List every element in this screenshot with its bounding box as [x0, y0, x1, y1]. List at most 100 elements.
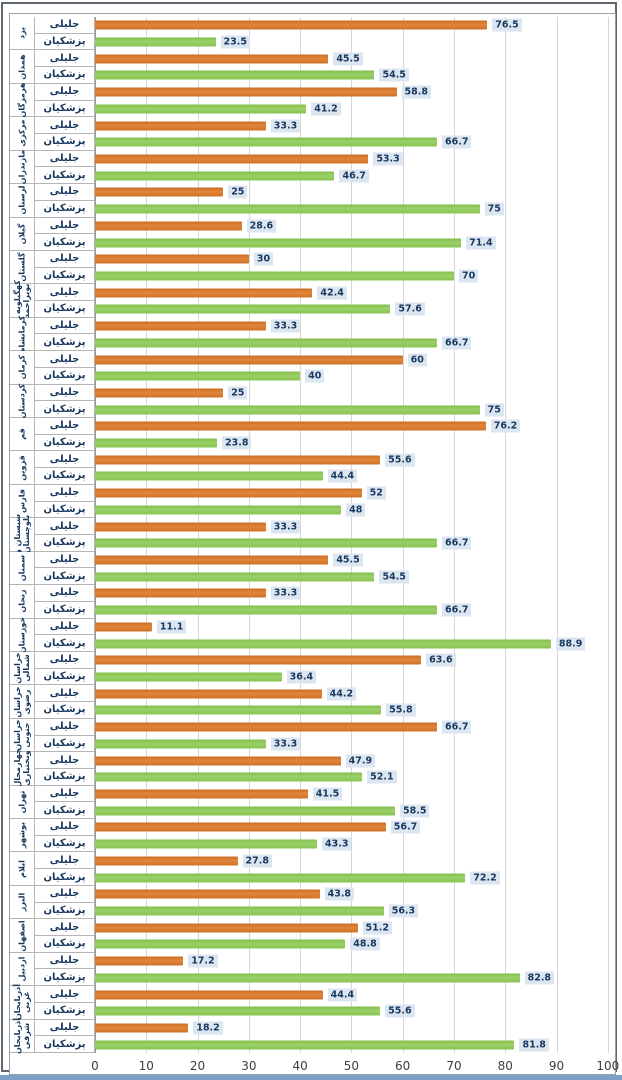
province-cell: کردستان — [10, 383, 35, 418]
candidate-label-jalili: جلیلی — [35, 250, 95, 268]
province-group: خراسان جنوبی جلیلی 66.7 پزشکیان 33.3 — [10, 718, 615, 753]
bar-row-pezeshkian: پزشکیان 46.7 — [10, 167, 615, 185]
candidate-label-pezeshkian: پزشکیان — [35, 200, 95, 218]
bar-value-label: 33.3 — [270, 737, 301, 751]
x-axis-tick-label: 40 — [292, 1059, 308, 1073]
bar-row-pezeshkian: پزشکیان 66.7 — [10, 534, 615, 552]
bar-pezeshkian — [95, 238, 462, 248]
province-group: سیستان و بلوچستان جلیلی 33.3 پزشکیان 66.7 — [10, 514, 615, 555]
gridline — [402, 17, 404, 1053]
candidate-label-pezeshkian: پزشکیان — [35, 334, 95, 352]
bar-value-label: 36.4 — [286, 670, 317, 684]
bar-area: 25 — [95, 184, 615, 201]
candidate-label-jalili: جلیلی — [35, 919, 95, 937]
candidate-label-pezeshkian: پزشکیان — [35, 301, 95, 318]
bar-value-label: 66.7 — [442, 336, 472, 350]
x-axis-tick-label: 20 — [189, 1059, 206, 1073]
bar-pezeshkian — [95, 405, 480, 415]
bar-pezeshkian — [95, 70, 375, 80]
province-group: هرمزگان جلیلی 58.8 پزشکیان 41.2 — [10, 83, 615, 118]
province-cell: زنجان — [10, 585, 35, 619]
bar-row-jalili: جلیلی 30 — [10, 250, 615, 268]
bar-row-jalili: جلیلی 41.5 — [10, 785, 615, 803]
province-cell: کرمان — [10, 351, 35, 385]
bar-value-label: 44.4 — [327, 469, 358, 483]
candidate-label-pezeshkian: پزشکیان — [35, 668, 95, 686]
bar-pezeshkian — [95, 739, 266, 749]
province-group: لرستان جلیلی 25 پزشکیان 75 — [10, 184, 615, 218]
bar-value-label: 56.7 — [390, 820, 421, 834]
province-cell: ایلام — [10, 852, 35, 886]
candidate-label-pezeshkian: پزشکیان — [35, 67, 95, 84]
bar-row-jalili: جلیلی 33.3 — [10, 117, 615, 134]
bar-row-jalili: جلیلی 44.2 — [10, 685, 615, 703]
bar-jalili — [95, 154, 369, 164]
bar-value-label: 48.8 — [350, 937, 380, 951]
province-group: سمنان جلیلی 45.5 پزشکیان 54.5 — [10, 551, 615, 586]
province-group: گیلان جلیلی 28.6 پزشکیان 71.4 — [10, 217, 615, 251]
province-cell: خوزستان — [10, 617, 35, 653]
province-cell: قم — [10, 418, 35, 452]
bar-value-label: 42.4 — [317, 286, 347, 300]
bar-pezeshkian — [95, 772, 363, 782]
bar-row-pezeshkian: پزشکیان 44.4 — [10, 468, 615, 485]
province-group: زنجان جلیلی 33.3 پزشکیان 66.7 — [10, 585, 615, 619]
bar-row-jalili: جلیلی 33.3 — [10, 585, 615, 602]
bar-value-label: 17.2 — [188, 954, 218, 968]
bar-value-label: 75 — [484, 202, 504, 216]
province-cell: خراسان شمالی — [10, 651, 35, 686]
bar-area: 33.3 — [95, 318, 615, 335]
bar-value-label: 30 — [253, 252, 274, 266]
bar-pezeshkian — [95, 137, 438, 147]
bar-row-pezeshkian: پزشکیان 75 — [10, 200, 615, 218]
bar-jalili — [95, 87, 397, 97]
bar-value-label: 33.3 — [270, 586, 301, 600]
province-group: ایلام جلیلی 27.8 پزشکیان 72.2 — [10, 852, 615, 886]
bar-area: 88.9 — [95, 635, 615, 652]
bar-area: 45.5 — [95, 552, 615, 569]
bar-row-pezeshkian: پزشکیان 54.5 — [10, 568, 615, 586]
bar-value-label: 57.6 — [395, 302, 425, 316]
candidate-label-pezeshkian: پزشکیان — [35, 969, 95, 987]
bar-row-jalili: جلیلی 47.9 — [10, 752, 615, 769]
province-group: گلستان جلیلی 30 پزشکیان 70 — [10, 250, 615, 285]
bar-area: 41.5 — [95, 786, 615, 803]
bar-value-label: 53.3 — [373, 152, 403, 166]
bar-row-pezeshkian: پزشکیان 81.8 — [10, 1036, 615, 1053]
candidate-label-jalili: جلیلی — [35, 585, 95, 602]
bar-area: 71.4 — [95, 234, 615, 251]
bar-value-label: 58.8 — [401, 85, 431, 99]
bar-area: 17.2 — [95, 953, 615, 970]
bar-pezeshkian — [95, 806, 395, 816]
bar-area: 43.8 — [95, 886, 615, 903]
candidate-label-pezeshkian: پزشکیان — [35, 568, 95, 586]
bar-area: 57.6 — [95, 301, 615, 318]
bar-area: 23.5 — [95, 34, 615, 51]
bar-area: 52 — [95, 485, 615, 502]
bar-pezeshkian — [95, 939, 346, 949]
bar-value-label: 52.1 — [367, 770, 397, 784]
bar-row-pezeshkian: پزشکیان 75 — [10, 401, 615, 419]
bar-area: 41.2 — [95, 101, 615, 118]
bar-area: 33.3 — [95, 736, 615, 753]
bar-area: 54.5 — [95, 67, 615, 84]
province-group: خراسان شمالی جلیلی 63.6 پزشکیان 36.4 — [10, 651, 615, 686]
bar-row-pezeshkian: پزشکیان 58.5 — [10, 802, 615, 820]
bar-area: 27.8 — [95, 852, 615, 869]
province-cell: چهارمحال وبختیاری — [10, 749, 35, 788]
bar-area: 66.7 — [95, 719, 615, 736]
bar-value-label: 43.3 — [322, 837, 352, 851]
candidate-label-jalili: جلیلی — [35, 718, 95, 736]
bar-area: 33.3 — [95, 518, 615, 535]
bar-value-label: 88.9 — [555, 637, 586, 651]
bar-pezeshkian — [95, 538, 438, 548]
bar-area: 56.3 — [95, 903, 615, 920]
candidate-label-pezeshkian: پزشکیان — [35, 936, 95, 953]
candidate-label-pezeshkian: پزشکیان — [35, 768, 95, 786]
bar-row-pezeshkian: پزشکیان 40 — [10, 367, 615, 385]
province-group: چهارمحال وبختیاری جلیلی 47.9 پزشکیان 52.1 — [10, 749, 615, 788]
candidate-label-pezeshkian: پزشکیان — [35, 234, 95, 251]
bar-area: 45.5 — [95, 50, 615, 67]
candidate-label-pezeshkian: پزشکیان — [35, 735, 95, 753]
bar-row-jalili: جلیلی 28.6 — [10, 217, 615, 235]
